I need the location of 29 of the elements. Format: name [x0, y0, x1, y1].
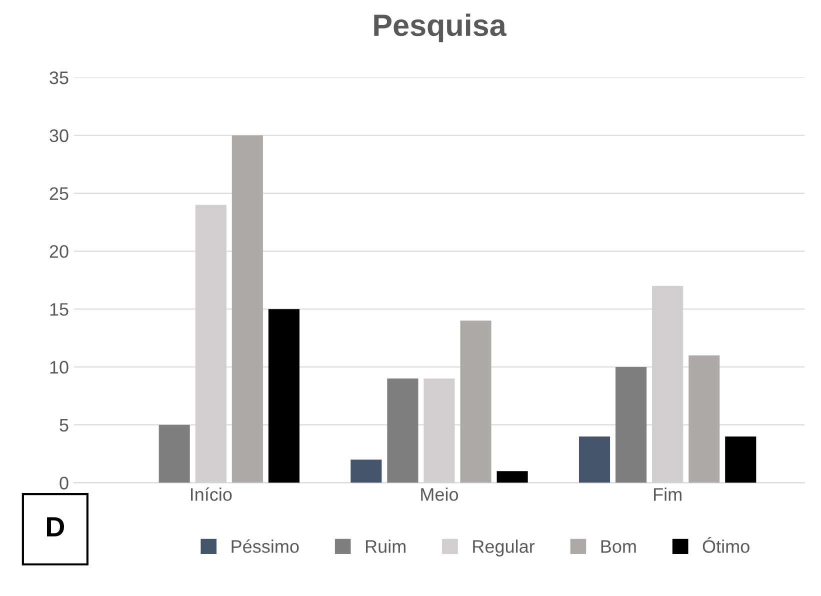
x-tick-label: Meio [421, 488, 458, 501]
bar [158, 424, 190, 483]
bar [268, 309, 300, 483]
y-tick-label: 30 [50, 129, 68, 142]
bar [496, 471, 528, 483]
bar [688, 355, 720, 483]
text: D [47, 517, 64, 536]
bar [725, 436, 756, 483]
chart-title: Pesquisa [374, 14, 507, 42]
y-tick-label: 20 [50, 245, 68, 258]
y-tick-label: 25 [50, 187, 68, 200]
legend-label: Regular [473, 540, 535, 556]
bar [460, 320, 492, 483]
legend-label: Péssimo [232, 539, 299, 553]
x-tick-label: Início [190, 487, 232, 501]
bar [616, 366, 647, 483]
y-tick-label: 35 [50, 71, 68, 84]
legend-label: Ruim [366, 540, 406, 553]
y-tick-label: 0 [60, 476, 68, 490]
y-tick-label: 10 [50, 360, 68, 374]
bar [350, 460, 382, 483]
bar [387, 378, 418, 483]
y-tick-label: 15 [50, 303, 68, 316]
legend-label: Ótimo [702, 537, 750, 553]
y-tick-label: 5 [60, 418, 68, 432]
bar [232, 135, 263, 483]
x-tick-label: Fim [654, 488, 682, 501]
bar [578, 436, 610, 483]
legend-label: Bom [601, 540, 636, 553]
